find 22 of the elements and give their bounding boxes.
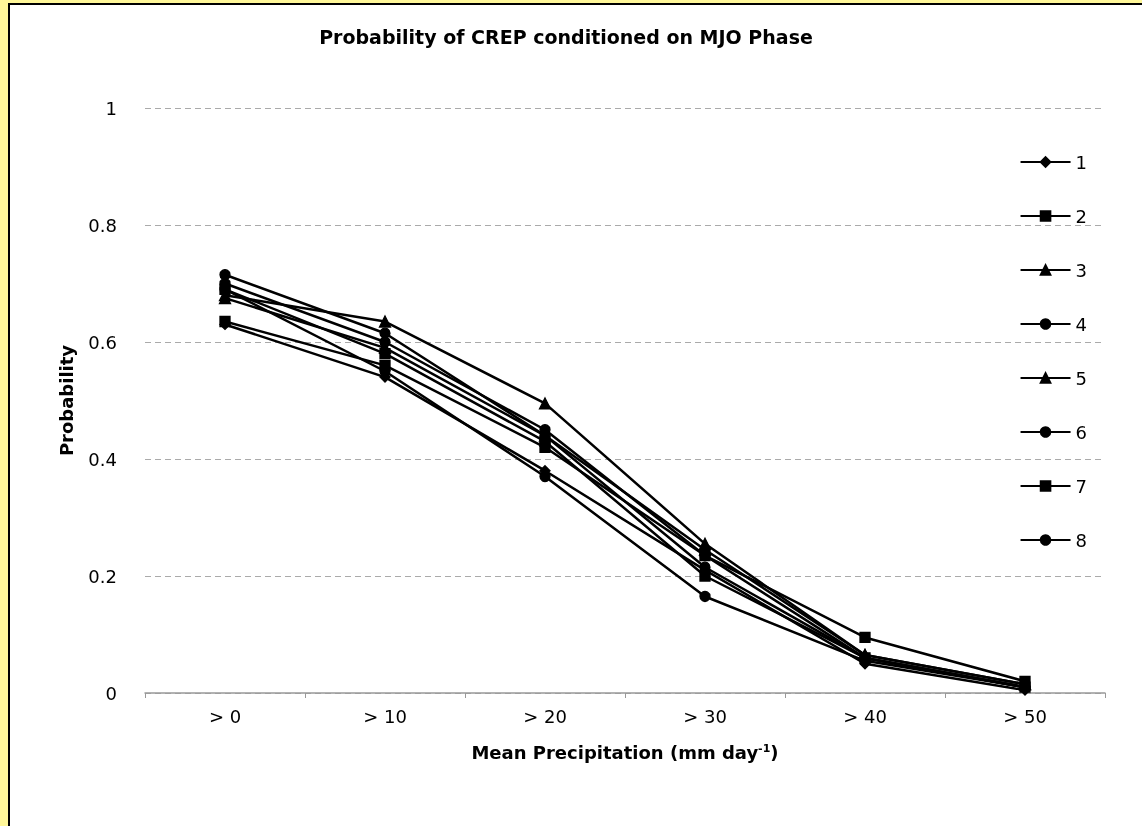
legend-label: 6 xyxy=(1075,421,1087,443)
y-tick-label: 0.6 xyxy=(88,331,117,353)
y-tick-label: 0.2 xyxy=(88,565,117,587)
legend-label: 2 xyxy=(1075,205,1087,227)
legend-label: 4 xyxy=(1075,313,1087,335)
legend-label: 1 xyxy=(1075,151,1087,173)
x-tick-label: > 30 xyxy=(683,705,727,727)
y-tick-label: 0.4 xyxy=(88,448,117,470)
chart-title: Probability of CREP conditioned on MJO Phase xyxy=(319,25,813,48)
legend-label: 7 xyxy=(1075,475,1087,497)
y-axis-title: Probability xyxy=(55,344,77,457)
x-tick-label: > 10 xyxy=(363,705,407,727)
x-tick-label: > 20 xyxy=(523,705,567,727)
x-tick-label: > 40 xyxy=(843,705,887,727)
y-tick-label: 0.8 xyxy=(88,214,117,236)
legend-label: 3 xyxy=(1075,259,1087,281)
y-tick-label: 0 xyxy=(105,682,117,704)
legend-label: 8 xyxy=(1075,529,1087,551)
y-tick-label: 1 xyxy=(105,97,117,119)
legend-label: 5 xyxy=(1075,367,1087,389)
x-tick-label: > 50 xyxy=(1003,705,1047,727)
x-tick-label: > 0 xyxy=(208,705,242,727)
